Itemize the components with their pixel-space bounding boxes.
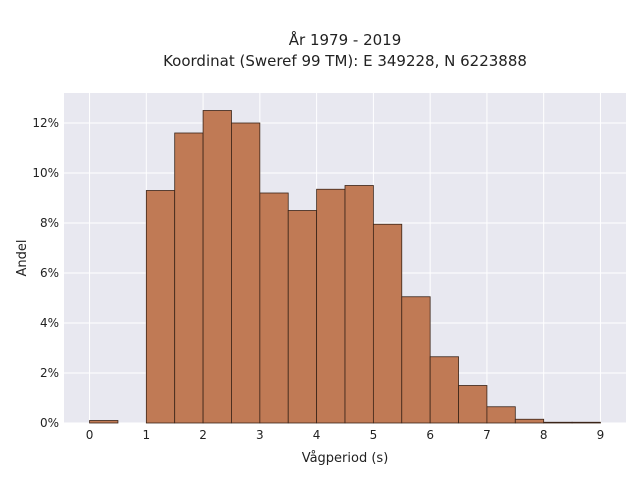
x-tick-label: 0 bbox=[86, 428, 94, 442]
histogram-bar bbox=[514, 418, 545, 424]
y-tick-label: 10% bbox=[32, 166, 59, 180]
x-tick-label: 8 bbox=[540, 428, 548, 442]
x-axis-label: Vågperiod (s) bbox=[302, 451, 389, 466]
x-tick-label: 7 bbox=[483, 428, 491, 442]
x-tick-label: 5 bbox=[370, 428, 378, 442]
histogram-bar bbox=[458, 385, 488, 424]
x-tick-label: 2 bbox=[199, 428, 207, 442]
x-ticks: 0 1 2 3 4 5 6 7 8 9 bbox=[86, 428, 605, 442]
histogram-bar bbox=[202, 110, 232, 424]
histogram-bar bbox=[543, 421, 573, 424]
y-axis-label: Andel bbox=[15, 240, 30, 277]
histogram-bar bbox=[145, 190, 176, 424]
histogram-bar bbox=[401, 296, 431, 424]
histogram-bar bbox=[429, 356, 459, 424]
histogram-bar bbox=[571, 421, 601, 424]
chart-title-line-2: Koordinat (Sweref 99 TM): E 349228, N 62… bbox=[163, 52, 527, 70]
histogram-bar bbox=[89, 420, 119, 424]
y-tick-label: 0% bbox=[40, 416, 59, 430]
histogram-bar bbox=[287, 210, 318, 424]
x-tick-label: 1 bbox=[142, 428, 150, 442]
histogram-bar bbox=[316, 188, 346, 424]
x-tick-label: 9 bbox=[597, 428, 605, 442]
histogram-bar bbox=[372, 223, 403, 424]
histogram-bar bbox=[174, 132, 204, 424]
y-tick-label: 8% bbox=[40, 216, 59, 230]
x-tick-label: 3 bbox=[256, 428, 264, 442]
x-tick-label: 4 bbox=[313, 428, 321, 442]
y-tick-label: 2% bbox=[40, 366, 59, 380]
bars bbox=[89, 110, 601, 424]
chart-title-line-1: År 1979 - 2019 bbox=[289, 30, 402, 49]
histogram-bar bbox=[486, 406, 516, 424]
y-ticks: 0% 2% 4% 6% 8% 10% 12% bbox=[32, 116, 59, 430]
y-tick-label: 4% bbox=[40, 316, 59, 330]
histogram-bar bbox=[259, 192, 289, 424]
histogram-bar bbox=[231, 122, 261, 424]
histogram-bar bbox=[344, 185, 374, 424]
x-tick-label: 6 bbox=[426, 428, 434, 442]
y-tick-label: 12% bbox=[32, 116, 59, 130]
y-tick-label: 6% bbox=[40, 266, 59, 280]
